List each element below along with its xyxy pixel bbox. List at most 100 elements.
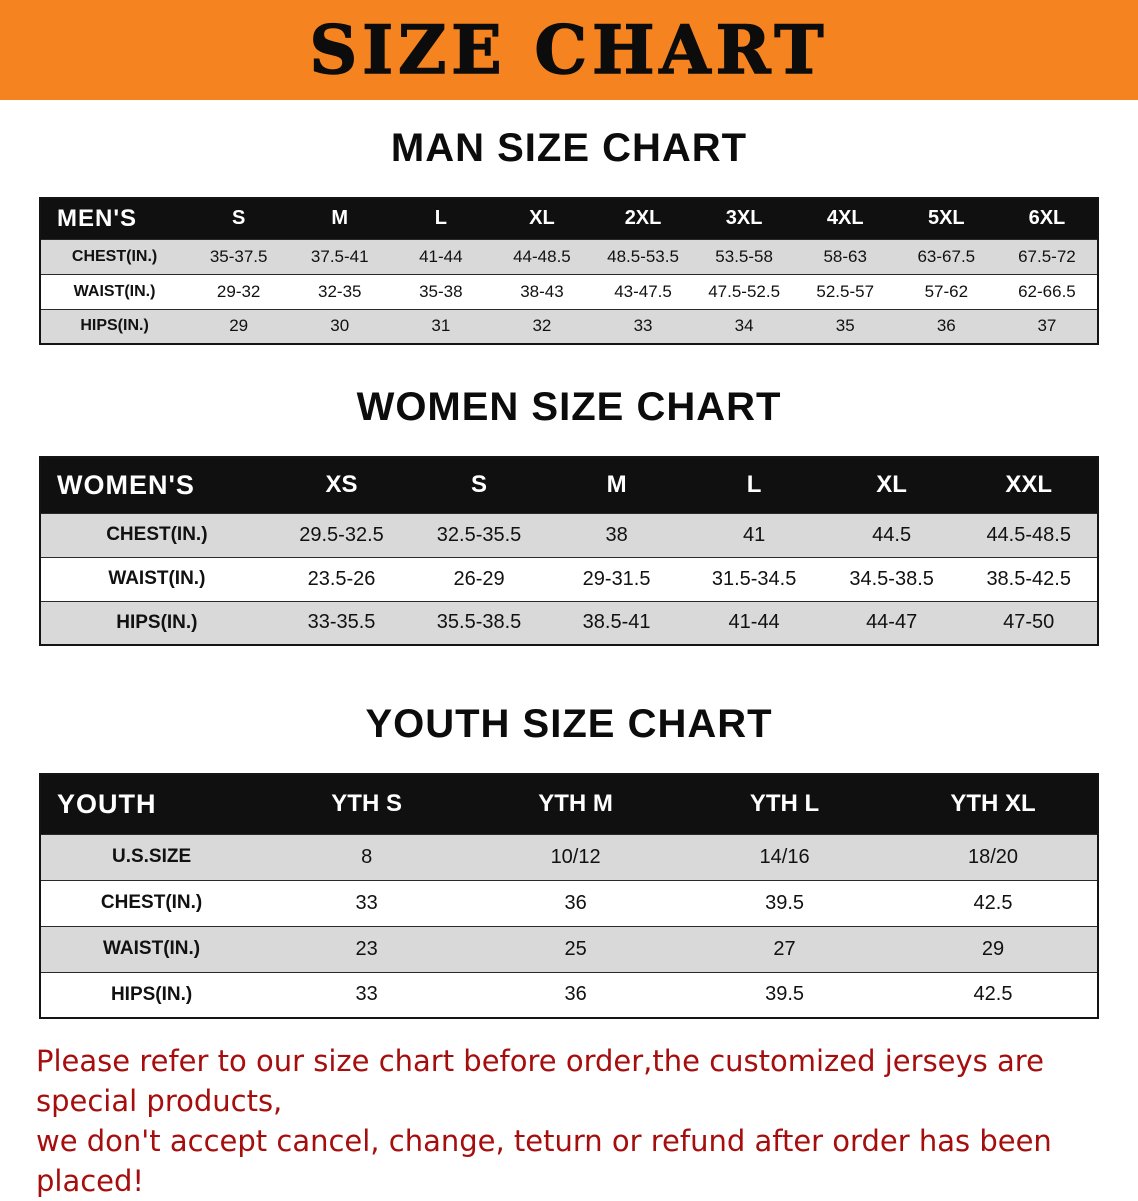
table-body: U.S.SIZE 8 10/12 14/16 18/20 CHEST(IN.) 33 36 39… bbox=[40, 834, 1098, 1018]
cell-value: 29.5-32.5 bbox=[299, 523, 384, 546]
men-section: MAN SIZE CHART MEN'S S M L XL 2XL 3XL 4XL 5XL 6XL… bbox=[0, 126, 1138, 345]
column-header: L bbox=[390, 198, 492, 239]
table-row: WAIST(IN.) 23.5-26 26-29 29-31.5 31.5-34.5 34… bbox=[40, 557, 1098, 601]
cell-value: 29-32 bbox=[216, 281, 261, 301]
cell-value: 41-44 bbox=[728, 611, 780, 634]
row-label: U.S.SIZE bbox=[111, 846, 192, 867]
disclaimer-line-1: Please refer to our size chart before or… bbox=[36, 1044, 1044, 1119]
cell-value: 32.5-35.5 bbox=[436, 523, 522, 546]
page-title: SIZE CHART bbox=[309, 11, 829, 89]
cell-value: 33 bbox=[633, 316, 653, 336]
cell-value: 23 bbox=[355, 937, 378, 960]
cell-value: 25 bbox=[564, 937, 587, 960]
cell-value: 39.5 bbox=[765, 983, 805, 1006]
cell-value: 8 bbox=[361, 845, 373, 868]
cell-value: 36 bbox=[936, 316, 956, 336]
cell-value: 38-43 bbox=[520, 281, 564, 301]
men-size-table: MEN'S S M L XL 2XL 3XL 4XL 5XL 6XL CHEST(IN.) 35-37… bbox=[39, 197, 1099, 345]
youth-table-wrap: YOUTH YTH S YTH M YTH L YTH XL U.S.SIZE 8 10/12… bbox=[39, 773, 1099, 1019]
table-row: HIPS(IN.) 29 30 31 32 33 34 35 36 37 bbox=[40, 309, 1098, 344]
cell-value: 57-62 bbox=[924, 281, 969, 301]
column-header: XS bbox=[272, 457, 411, 513]
women-corner-label: WOMEN'S bbox=[40, 457, 273, 513]
women-section-heading: WOMEN SIZE CHART bbox=[356, 385, 782, 429]
cell-value: 34.5-38.5 bbox=[849, 567, 934, 590]
table-row: HIPS(IN.) 33-35.5 35.5-38.5 38.5-41 41-44 44-… bbox=[40, 601, 1098, 645]
disclaimer: Please refer to our size chart before or… bbox=[0, 1041, 1138, 1201]
row-label: WAIST(IN.) bbox=[108, 568, 206, 589]
cell-value: 33 bbox=[355, 891, 378, 914]
cell-value: 31 bbox=[431, 316, 451, 336]
cell-value: 37 bbox=[1037, 316, 1057, 336]
women-section: WOMEN SIZE CHART WOMEN'S XS S M L XL XXL CHEST(… bbox=[0, 385, 1138, 646]
women-table-wrap: WOMEN'S XS S M L XL XXL CHEST(IN.) 29.5-32.5 32.5… bbox=[39, 456, 1099, 646]
column-header: XXL bbox=[960, 457, 1098, 513]
row-label: WAIST(IN.) bbox=[103, 938, 201, 959]
column-header: S bbox=[410, 457, 548, 513]
cell-value: 33-35.5 bbox=[307, 611, 376, 634]
cell-value: 36 bbox=[564, 983, 587, 1006]
table-row: U.S.SIZE 8 10/12 14/16 18/20 bbox=[40, 834, 1098, 880]
cell-value: 30 bbox=[330, 316, 350, 336]
cell-value: 42.5 bbox=[973, 983, 1013, 1006]
cell-value: 62-66.5 bbox=[1018, 281, 1076, 301]
column-header: 3XL bbox=[693, 198, 795, 239]
table-body: CHEST(IN.) 35-37.5 37.5-41 41-44 44-48.5 48.5… bbox=[40, 239, 1098, 344]
cell-value: 23.5-26 bbox=[307, 567, 376, 590]
cell-value: 35-38 bbox=[419, 281, 463, 301]
youth-section: YOUTH SIZE CHART YOUTH YTH S YTH M YTH L YTH… bbox=[0, 702, 1138, 1019]
cell-value: 34 bbox=[734, 316, 754, 336]
column-header: S bbox=[188, 198, 290, 239]
cell-value: 10/12 bbox=[550, 845, 601, 868]
table-row: WAIST(IN.) 23 25 27 29 bbox=[40, 926, 1098, 972]
cell-value: 44.5 bbox=[872, 523, 912, 546]
cell-value: 33 bbox=[355, 983, 378, 1006]
table-row: CHEST(IN.) 29.5-32.5 32.5-35.5 38 41 44.5 44.5… bbox=[40, 513, 1098, 557]
header-row: YOUTH YTH S YTH M YTH L YTH XL bbox=[40, 774, 1098, 834]
column-header: XL bbox=[491, 198, 593, 239]
men-corner-label: MEN'S bbox=[40, 198, 189, 239]
cell-value: 44.5-48.5 bbox=[986, 523, 1071, 546]
cell-value: 43-47.5 bbox=[614, 281, 672, 301]
cell-value: 38 bbox=[605, 523, 628, 546]
youth-section-heading: YOUTH SIZE CHART bbox=[365, 702, 773, 746]
youth-corner-label: YOUTH bbox=[40, 774, 263, 834]
table-head: YOUTH YTH S YTH M YTH L YTH XL bbox=[40, 774, 1098, 834]
cell-value: 63-67.5 bbox=[917, 246, 976, 266]
row-label: HIPS(IN.) bbox=[116, 611, 198, 633]
cell-value: 29-31.5 bbox=[582, 567, 651, 590]
cell-value: 35 bbox=[835, 316, 855, 336]
column-header: XL bbox=[822, 457, 961, 513]
column-header: L bbox=[685, 457, 823, 513]
cell-value: 27 bbox=[773, 937, 796, 960]
row-label: CHEST(IN.) bbox=[106, 524, 208, 545]
row-label: CHEST(IN.) bbox=[100, 892, 203, 913]
row-label: HIPS(IN.) bbox=[80, 317, 149, 335]
column-header: 5XL bbox=[895, 198, 997, 239]
column-header: 2XL bbox=[592, 198, 694, 239]
cell-value: 29 bbox=[229, 316, 249, 336]
column-header: YTH L bbox=[680, 774, 890, 834]
women-size-table: WOMEN'S XS S M L XL XXL CHEST(IN.) 29.5-32.5 32.5… bbox=[39, 456, 1099, 646]
column-header: YTH S bbox=[262, 774, 472, 834]
row-label: HIPS(IN.) bbox=[110, 983, 193, 1005]
cell-value: 41 bbox=[742, 523, 766, 546]
men-section-heading: MAN SIZE CHART bbox=[390, 126, 748, 170]
column-header: YTH XL bbox=[889, 774, 1098, 834]
cell-value: 14/16 bbox=[759, 845, 810, 868]
column-header: 6XL bbox=[996, 198, 1098, 239]
table-row: HIPS(IN.) 33 36 39.5 42.5 bbox=[40, 972, 1098, 1018]
men-table-wrap: MEN'S S M L XL 2XL 3XL 4XL 5XL 6XL CHEST(IN.) 35-37… bbox=[39, 197, 1099, 345]
disclaimer-line-2: we don't accept cancel, change, teturn o… bbox=[36, 1124, 1052, 1199]
table-row: CHEST(IN.) 33 36 39.5 42.5 bbox=[40, 880, 1098, 926]
cell-value: 42.5 bbox=[973, 891, 1013, 914]
column-header: M bbox=[289, 198, 391, 239]
cell-value: 18/20 bbox=[967, 845, 1019, 868]
banner: SIZE CHART bbox=[0, 0, 1138, 100]
cell-value: 38.5-42.5 bbox=[986, 567, 1071, 590]
youth-size-table: YOUTH YTH S YTH M YTH L YTH XL U.S.SIZE 8 10/12… bbox=[39, 773, 1099, 1019]
cell-value: 35.5-38.5 bbox=[436, 611, 522, 634]
cell-value: 36 bbox=[564, 891, 587, 914]
header-row: MEN'S S M L XL 2XL 3XL 4XL 5XL 6XL bbox=[40, 198, 1098, 239]
